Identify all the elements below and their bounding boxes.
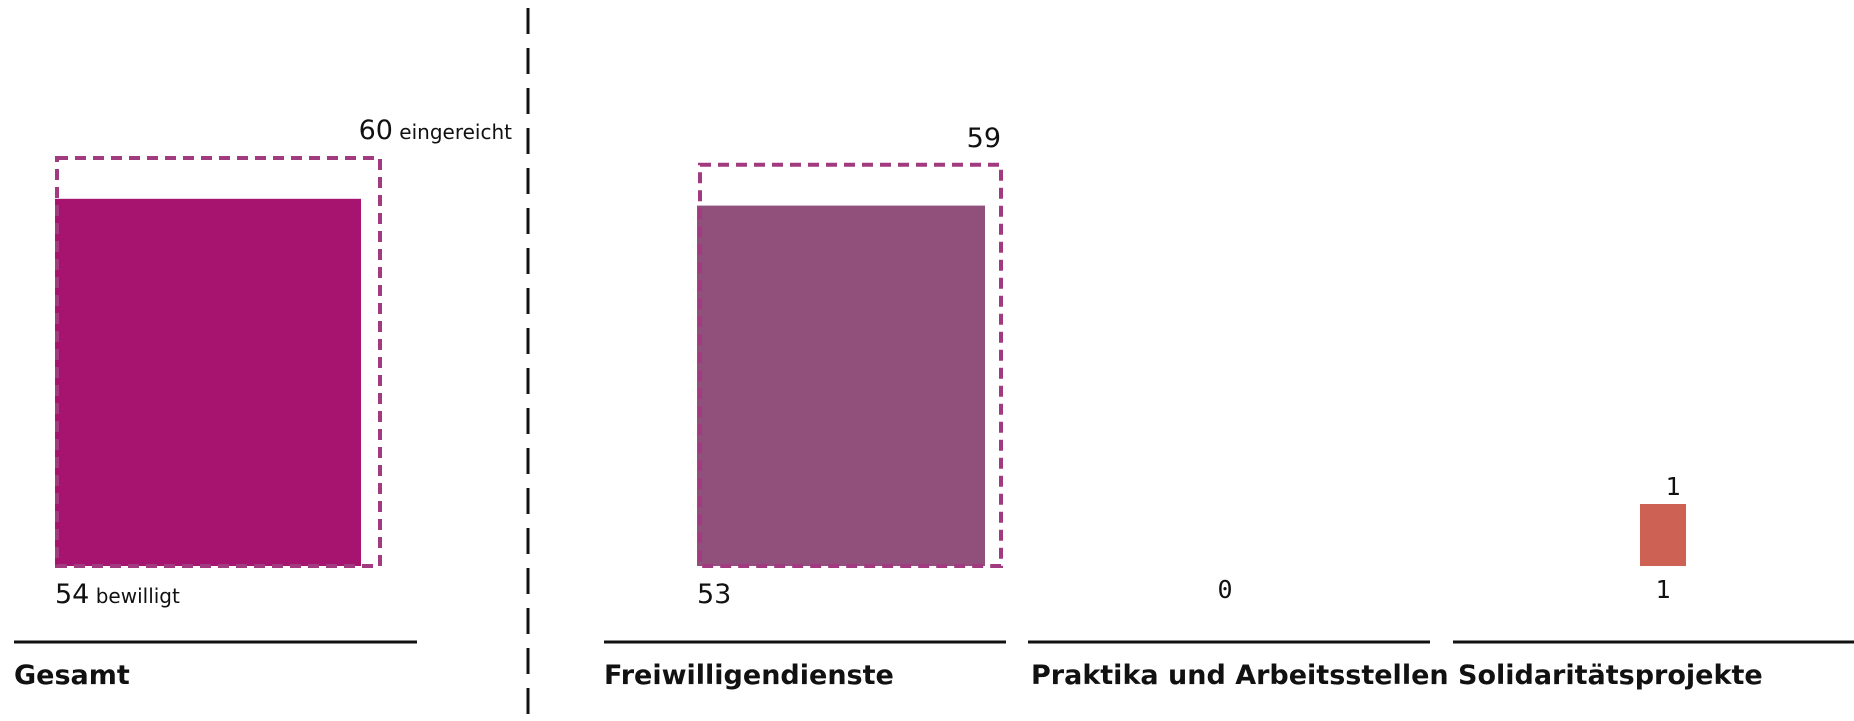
submitted-label-solidarit-tsprojekte: 1 <box>1665 472 1680 501</box>
chart-marks: 60 eingereicht 54 bewilligt Gesamt 59 53 Frei… <box>14 115 1854 691</box>
bar-approved-gesamt <box>55 198 361 567</box>
bar-submitted-freiwilligendienste <box>698 162 1003 569</box>
category-label-praktika-und-arbeitsstellen: Praktika und Arbeitsstellen <box>1031 660 1449 691</box>
approved-label-gesamt: 54 bewilligt <box>55 579 180 610</box>
category-label-freiwilligendienste: Freiwilligendienste <box>604 660 894 691</box>
submitted-label-freiwilligendienste: 59 <box>967 123 1001 154</box>
approved-label-solidarit-tsprojekte: 1 <box>1655 575 1670 604</box>
submitted-label-gesamt: 60 eingereicht <box>359 115 513 146</box>
category-label-gesamt: Gesamt <box>14 660 130 691</box>
category-label-solidarit-tsprojekte: Solidaritätsprojekte <box>1458 660 1763 691</box>
bar-approved-freiwilligendienste <box>697 205 985 566</box>
approved-label-freiwilligendienste: 53 <box>697 579 731 610</box>
bar-submitted-gesamt <box>55 156 382 568</box>
bar-approved-solidarit-tsprojekte <box>1640 504 1686 566</box>
approved-label-praktika-und-arbeitsstellen: 0 <box>1217 575 1232 604</box>
